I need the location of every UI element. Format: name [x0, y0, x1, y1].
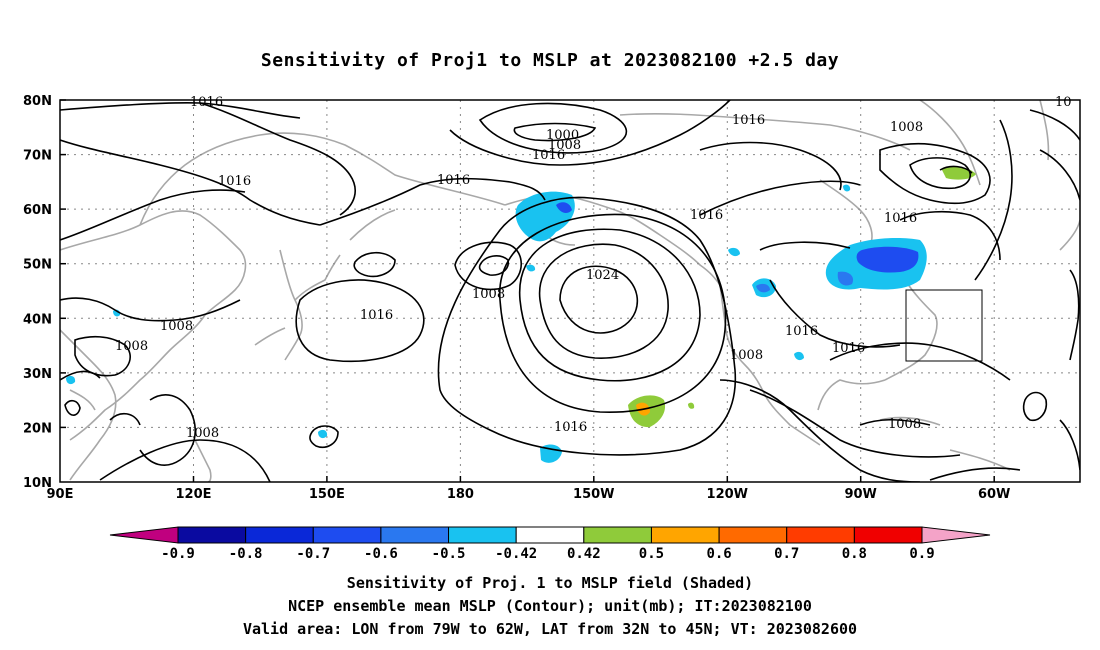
colorbar-tick-label: -0.5 [432, 546, 466, 562]
contour-label: 10 [1055, 95, 1072, 110]
negative-blob [556, 202, 572, 213]
colorbar-max-arrow [921, 526, 991, 544]
colorbar-tick-label: 0.5 [639, 546, 664, 562]
colorbar-swatch [786, 526, 855, 544]
colorbar-tick-label: -0.6 [364, 546, 398, 562]
contour-label: 1016 [532, 148, 565, 163]
lon-label: 60W [978, 487, 1010, 502]
contour-labels: 1016 1016 1016 1000 1008 1016 1016 1016 … [115, 95, 1072, 441]
positive-blob [688, 402, 695, 409]
contour-label: 1016 [360, 308, 393, 323]
contour-label: 1016 [437, 173, 470, 188]
negative-blob [66, 375, 76, 385]
contour-label: 1016 [690, 208, 723, 223]
negative-blob [318, 429, 328, 439]
negative-blob [526, 264, 536, 272]
contour-label: 1024 [586, 268, 619, 283]
contour-label: 1008 [186, 426, 219, 441]
lat-label: 50N [23, 258, 52, 273]
contour-label: 1008 [160, 319, 193, 334]
contour-label: 1000 [546, 128, 579, 143]
negative-blob [837, 271, 854, 286]
lat-label: 10N [23, 476, 52, 491]
contour-label: 1016 [218, 174, 251, 189]
contour-label: 1016 [732, 113, 765, 128]
lon-label: 120W [707, 487, 748, 502]
lat-label: 40N [23, 312, 52, 327]
lat-label: 80N [23, 94, 52, 109]
colorbar-swatch [245, 526, 314, 544]
positive-blob [942, 166, 976, 180]
colorbar-swatch [177, 526, 247, 544]
figure-title: Sensitivity of Proj1 to MSLP at 20230821… [260, 50, 840, 71]
colorbar-tick-label: 0.9 [909, 546, 934, 562]
colorbar-swatch [380, 526, 450, 544]
contour-label: 1016 [832, 341, 865, 356]
lon-label: 150E [309, 487, 345, 502]
caption-line-3: Valid area: LON from 79W to 62W, LAT fro… [242, 620, 858, 638]
map-frame [59, 99, 1081, 483]
contour-label: 1008 [890, 120, 923, 135]
colorbar-swatch [718, 526, 788, 544]
latitude-labels: 80N 70N 60N 50N 40N 30N 20N 10N [23, 94, 52, 491]
lon-label: 90W [844, 487, 876, 502]
colorbar-swatch [650, 526, 720, 544]
lon-label: 150W [573, 487, 614, 502]
negative-blob [756, 283, 770, 293]
contour-label: 1008 [548, 138, 581, 153]
colorbar-labels: -0.9 -0.8 -0.7 -0.6 -0.5 -0.42 0.42 0.5 0.6 0.7 0.… [161, 546, 935, 562]
colorbar-swatch [448, 526, 517, 544]
negative-blob [794, 351, 804, 361]
lat-label: 70N [23, 149, 52, 164]
colorbar-swatch [515, 526, 585, 544]
sensitivity-shading [66, 166, 976, 463]
lat-label: 60N [23, 203, 52, 218]
contour-label: 1016 [190, 95, 223, 110]
mslp-contours [60, 100, 1080, 482]
axis-ticks [60, 99, 995, 482]
lat-label: 20N [23, 421, 52, 436]
colorbar-tick-label: 0.6 [706, 546, 731, 562]
colorbar-tick-label: -0.8 [229, 546, 263, 562]
colorbar-tick-label: 0.8 [842, 546, 867, 562]
caption-line-2: NCEP ensemble mean MSLP (Contour); unit(… [288, 597, 812, 615]
caption-line-1: Sensitivity of Proj. 1 to MSLP field (Sh… [346, 574, 754, 592]
lon-label: 180 [447, 487, 474, 502]
negative-blob [843, 184, 851, 192]
lon-label: 120E [175, 487, 211, 502]
negative-blob [540, 444, 562, 463]
colorbar [109, 526, 991, 544]
colorbar-swatch [312, 526, 382, 544]
colorbar-tick-label: -0.9 [161, 546, 195, 562]
contour-label: 1008 [472, 287, 505, 302]
contour-label: 1008 [888, 417, 921, 432]
contour-label: 1016 [785, 324, 818, 339]
contour-label: 1008 [115, 339, 148, 354]
colorbar-swatch [583, 526, 652, 544]
lon-label: 90E [47, 487, 74, 502]
colorbar-swatch [853, 526, 923, 544]
negative-blob [856, 246, 919, 273]
contour-label: 1008 [730, 348, 763, 363]
colorbar-tick-label: 0.7 [774, 546, 799, 562]
colorbar-tick-label: -0.42 [495, 546, 537, 562]
contour-label: 1016 [884, 211, 917, 226]
colorbar-tick-label: 0.42 [567, 546, 601, 562]
negative-blob [728, 247, 740, 257]
colorbar-min-arrow [109, 526, 179, 544]
longitude-labels: 90E 120E 150E 180 150W 120W 90W 60W [47, 487, 1011, 502]
colorbar-tick-label: -0.7 [296, 546, 330, 562]
contour-label: 1016 [554, 420, 587, 435]
lat-label: 30N [23, 367, 52, 382]
valid-area-box [905, 289, 983, 362]
